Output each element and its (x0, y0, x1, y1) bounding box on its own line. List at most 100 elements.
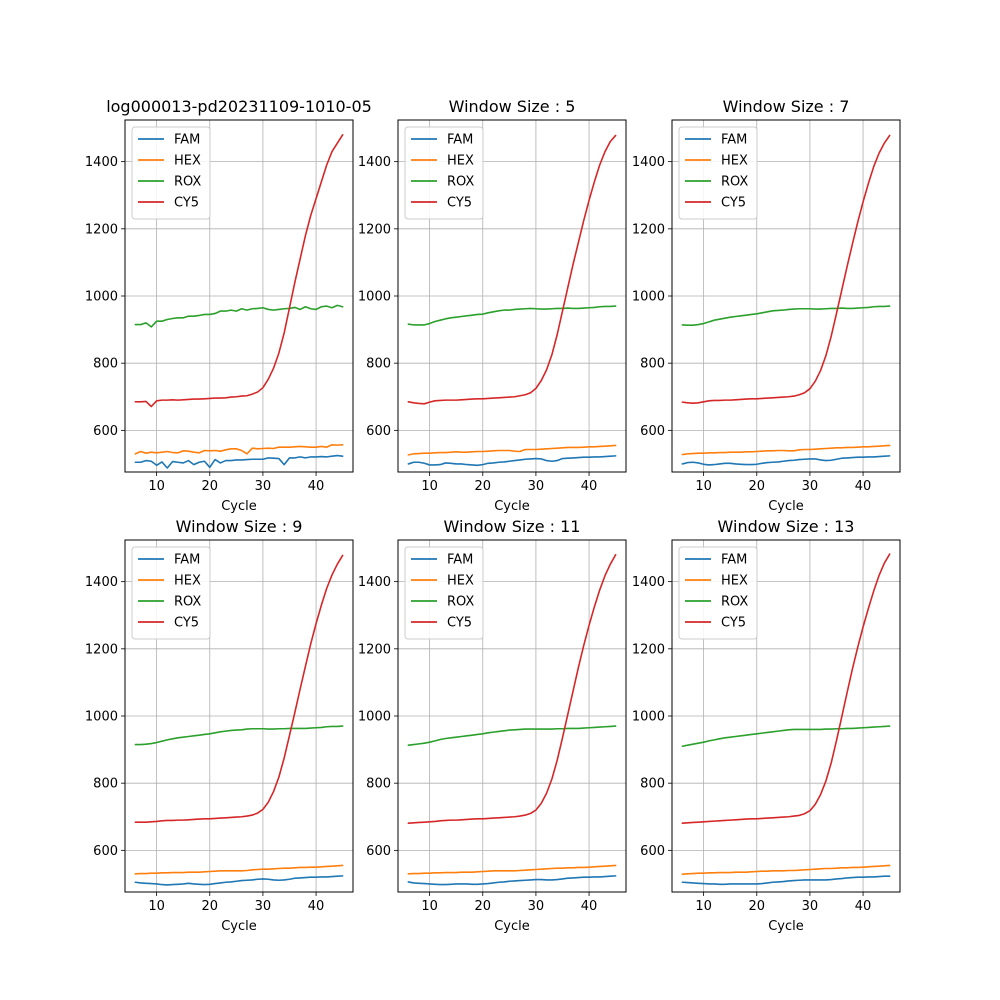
y-tick-label: 1200 (85, 642, 118, 657)
legend: FAM HEX ROX CY5 (678, 546, 758, 640)
legend-label: CY5 (447, 616, 472, 631)
legend: FAM HEX ROX CY5 (404, 546, 484, 640)
series-line-fam (681, 875, 891, 886)
x-tick-label: 20 (201, 899, 218, 914)
y-tick-label: 600 (366, 844, 391, 859)
series-line-cy5 (407, 134, 617, 405)
y-tick-label: 1000 (85, 710, 118, 725)
legend-box (404, 546, 484, 640)
y-tick-label: 1400 (85, 155, 118, 170)
y-tick-label: 1200 (358, 642, 391, 657)
series-line-fam (407, 875, 617, 886)
legend: FAM HEX ROX CY5 (678, 126, 758, 220)
x-tick-label: 10 (148, 479, 165, 494)
x-tick-label: 30 (528, 479, 545, 494)
y-tick-label: 1000 (632, 710, 665, 725)
legend-label: FAM (447, 553, 473, 568)
x-tick-label: 10 (421, 479, 438, 494)
legend-label: HEX (447, 154, 474, 169)
legend-label: FAM (721, 553, 747, 568)
y-tick-label: 1400 (358, 575, 391, 590)
legend-label: FAM (174, 553, 200, 568)
series-line-hex (681, 864, 891, 876)
y-tick-label: 600 (640, 424, 665, 439)
x-tick-label: 30 (528, 899, 545, 914)
x-tick-label: 40 (855, 899, 872, 914)
chart-panel-5: 10 20 30 40 600 800 1000 1200 1400 Window Size : … (358, 517, 627, 934)
series-line-fam (134, 454, 344, 469)
series-line-fam (134, 875, 344, 886)
y-tick-label: 800 (93, 777, 118, 792)
x-tick-label: 30 (802, 899, 819, 914)
y-tick-label: 1000 (632, 290, 665, 305)
series-line-cy5 (681, 553, 891, 824)
series-line-hex (134, 443, 344, 455)
y-tick-label: 600 (93, 424, 118, 439)
legend-label: CY5 (447, 196, 472, 211)
legend-label: HEX (721, 574, 748, 589)
legend-box (131, 546, 211, 640)
y-tick-label: 1200 (85, 222, 118, 237)
series-line-hex (407, 864, 617, 875)
x-tick-label: 10 (695, 479, 712, 494)
legend-label: CY5 (721, 616, 746, 631)
x-axis-label: Cycle (494, 499, 530, 514)
x-tick-label: 20 (201, 479, 218, 494)
legend: FAM HEX ROX CY5 (404, 126, 484, 220)
series-line-rox (134, 725, 344, 746)
x-tick-label: 20 (748, 899, 765, 914)
legend-label: HEX (174, 154, 201, 169)
x-axis-label: Cycle (221, 499, 257, 514)
series-line-cy5 (134, 554, 344, 823)
x-tick-label: 20 (474, 899, 491, 914)
legend-label: FAM (447, 133, 473, 148)
x-tick-label: 20 (748, 479, 765, 494)
legend: FAM HEX ROX CY5 (131, 126, 211, 220)
x-tick-label: 40 (308, 479, 325, 494)
x-axis-label: Cycle (768, 919, 804, 934)
series-line-cy5 (134, 133, 344, 408)
series-line-rox (407, 725, 617, 747)
chart-panel-2: 10 20 30 40 600 800 1000 1200 1400 Window Size : … (358, 97, 627, 514)
chart-title: log000013-pd20231109-1010-05 (106, 97, 372, 116)
x-tick-label: 10 (695, 899, 712, 914)
legend-label: HEX (447, 574, 474, 589)
series-line-hex (407, 444, 617, 456)
y-tick-label: 1000 (85, 290, 118, 305)
chart-panel-4: 10 20 30 40 600 800 1000 1200 1400 Window Size : … (85, 517, 354, 934)
chart-title: Window Size : 11 (444, 517, 581, 536)
y-tick-label: 1000 (358, 290, 391, 305)
y-tick-label: 1200 (632, 222, 665, 237)
y-tick-label: 600 (640, 844, 665, 859)
legend-label: ROX (447, 595, 474, 610)
legend-box (678, 546, 758, 640)
y-tick-label: 1400 (632, 575, 665, 590)
series-line-cy5 (681, 134, 891, 404)
chart-title: Window Size : 7 (723, 97, 850, 116)
x-tick-label: 40 (855, 479, 872, 494)
legend-label: ROX (174, 595, 201, 610)
legend-label: ROX (721, 175, 748, 190)
legend-box (678, 126, 758, 220)
chart-panel-6: 10 20 30 40 600 800 1000 1200 1400 Window Size : … (632, 517, 901, 934)
legend-label: CY5 (174, 616, 199, 631)
y-tick-label: 600 (366, 424, 391, 439)
legend-box (404, 126, 484, 220)
legend-label: CY5 (721, 196, 746, 211)
x-axis-label: Cycle (768, 499, 804, 514)
chart-panel-1: 10 20 30 40 600 800 1000 1200 1400 log000013-pd20… (85, 97, 372, 514)
y-tick-label: 800 (93, 357, 118, 372)
y-tick-label: 600 (93, 844, 118, 859)
series-line-hex (681, 444, 891, 456)
series-line-rox (407, 305, 617, 326)
x-axis-label: Cycle (494, 919, 530, 934)
x-tick-label: 20 (474, 479, 491, 494)
y-tick-label: 1400 (632, 155, 665, 170)
legend-label: ROX (447, 175, 474, 190)
x-tick-label: 30 (255, 479, 272, 494)
legend-box (131, 126, 211, 220)
series-line-rox (134, 304, 344, 328)
legend-label: HEX (721, 154, 748, 169)
y-tick-label: 800 (366, 357, 391, 372)
